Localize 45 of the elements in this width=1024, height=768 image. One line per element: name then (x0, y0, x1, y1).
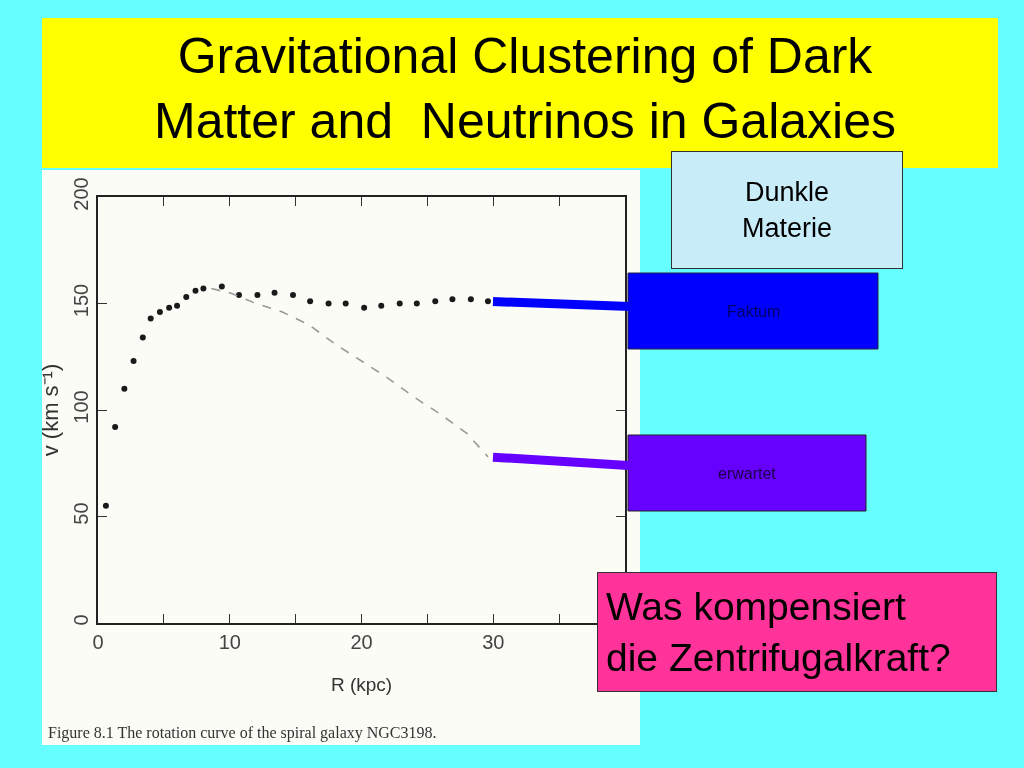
point (200, 285, 207, 292)
y-tick-label: 150 (70, 283, 93, 318)
point (102, 502, 109, 509)
x-axis-title: R (kpc) (330, 674, 393, 696)
point (342, 300, 349, 307)
point (147, 315, 154, 322)
point (325, 300, 332, 307)
x-tick-label: 30 (482, 630, 505, 653)
point (432, 298, 439, 305)
y-tick-label: 0 (70, 614, 93, 626)
point (449, 296, 456, 303)
annotation: Faktum (727, 303, 781, 320)
caption: Figure 8.1 The rotation curve of the spiral galaxy NGC3198. (48, 724, 437, 742)
point (289, 291, 296, 298)
text: Dunkle Materie (741, 177, 833, 243)
annotation: Was kompensiert die Zentrifugalkraft? (606, 585, 951, 679)
point (156, 309, 163, 316)
point (174, 302, 181, 309)
point (218, 283, 225, 290)
point (467, 296, 474, 303)
point (378, 302, 385, 309)
point (396, 300, 403, 307)
point (413, 300, 420, 307)
x-tick-label: 20 (350, 630, 373, 653)
point (166, 304, 173, 311)
point (139, 334, 146, 341)
point (307, 298, 314, 305)
annotation: erwartet (718, 465, 777, 482)
point (130, 358, 137, 365)
point (361, 304, 368, 311)
point (254, 291, 261, 298)
point (121, 385, 128, 392)
y-axis-title: v (km s⁻¹) (37, 363, 63, 457)
point (183, 294, 190, 301)
point (192, 287, 199, 294)
point (271, 289, 278, 296)
point (112, 424, 119, 431)
y-tick-label: 50 (70, 502, 93, 525)
point (235, 291, 242, 298)
y-tick-label: 200 (70, 177, 93, 211)
x-tick-label: 10 (218, 630, 241, 653)
point (484, 298, 491, 305)
y-tick-label: 100 (70, 390, 93, 424)
line-series (210, 287, 489, 458)
chart-title: Gravitational Clustering of Dark Matter and Neutrinos in Galaxies (153, 27, 897, 149)
